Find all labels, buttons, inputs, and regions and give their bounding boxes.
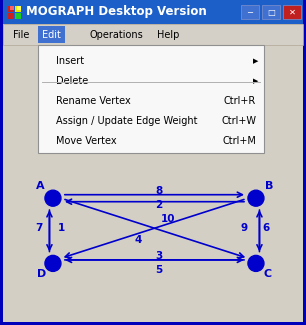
- Bar: [15, 6, 21, 12]
- Bar: [17, 6, 21, 10]
- Circle shape: [45, 255, 61, 271]
- Text: Help: Help: [157, 30, 179, 40]
- Bar: [38, 45, 264, 153]
- Text: 3: 3: [155, 252, 162, 261]
- Text: 10: 10: [161, 214, 176, 225]
- Text: ▶: ▶: [253, 58, 258, 64]
- Text: 7: 7: [35, 223, 43, 232]
- Text: ▶: ▶: [253, 78, 258, 84]
- Text: □: □: [267, 7, 275, 17]
- Text: Delete: Delete: [56, 76, 88, 86]
- Text: B: B: [265, 181, 273, 191]
- Circle shape: [248, 190, 264, 206]
- Text: Edit: Edit: [42, 30, 61, 40]
- Bar: [38, 26, 65, 43]
- Bar: [15, 13, 21, 19]
- Text: Ctrl+W: Ctrl+W: [221, 116, 256, 126]
- Text: 1: 1: [57, 223, 65, 232]
- Bar: [283, 5, 301, 19]
- Bar: [8, 13, 14, 19]
- Text: File: File: [13, 30, 29, 40]
- Text: Rename Vertex: Rename Vertex: [56, 96, 131, 106]
- Bar: [3, 0, 303, 24]
- Text: Insert: Insert: [56, 56, 84, 66]
- Text: 6: 6: [262, 223, 270, 232]
- Text: 4: 4: [135, 235, 142, 245]
- Text: Operations: Operations: [90, 30, 144, 40]
- Text: A: A: [35, 181, 44, 191]
- Text: 8: 8: [155, 186, 162, 196]
- Text: Ctrl+M: Ctrl+M: [222, 136, 256, 146]
- Circle shape: [45, 190, 61, 206]
- Bar: [10, 6, 14, 10]
- Text: ✕: ✕: [289, 7, 296, 17]
- Bar: [8, 155, 298, 318]
- Circle shape: [248, 255, 264, 271]
- Text: 5: 5: [155, 266, 162, 275]
- Bar: [241, 5, 259, 19]
- Text: MOGRAPH Desktop Version: MOGRAPH Desktop Version: [26, 6, 207, 19]
- Bar: [8, 6, 14, 12]
- Bar: [3, 24, 303, 45]
- Text: 9: 9: [241, 223, 248, 232]
- Text: 2: 2: [155, 200, 162, 210]
- Text: Move Vertex: Move Vertex: [56, 136, 117, 146]
- Text: Ctrl+R: Ctrl+R: [224, 96, 256, 106]
- Text: ─: ─: [248, 7, 252, 17]
- Bar: [262, 5, 280, 19]
- Text: Assign / Update Edge Weight: Assign / Update Edge Weight: [56, 116, 197, 126]
- Text: D: D: [37, 269, 47, 280]
- Text: C: C: [264, 269, 272, 280]
